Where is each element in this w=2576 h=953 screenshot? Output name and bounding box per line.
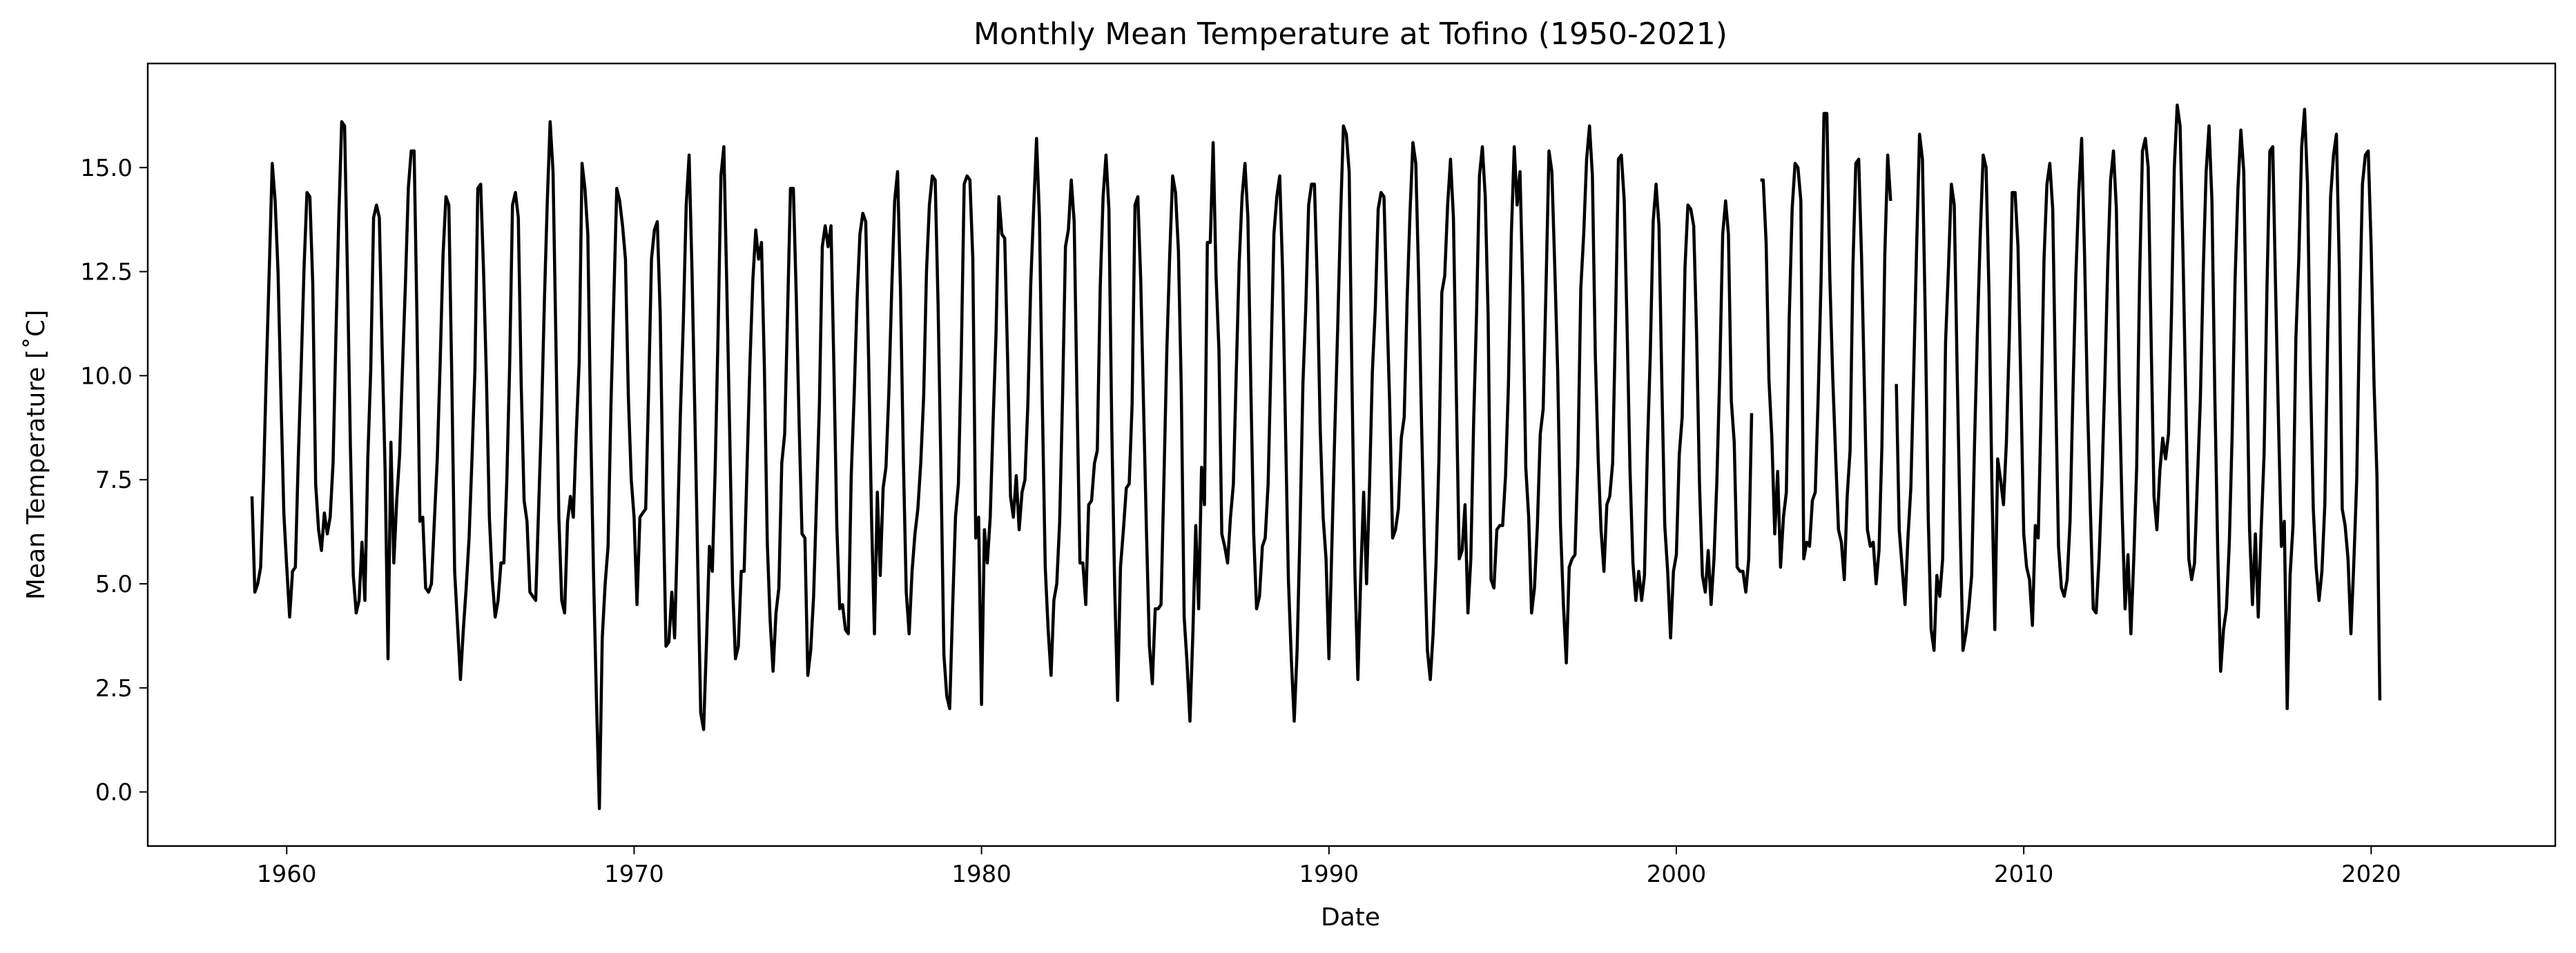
x-tick-label: 1990 — [1299, 861, 1359, 888]
x-tick-label: 1970 — [604, 861, 664, 888]
plot-frame — [146, 62, 2557, 847]
y-axis-label: Mean Temperature [˚C] — [22, 310, 50, 600]
y-tick-label: 15.0 — [80, 155, 133, 182]
chart-title: Monthly Mean Temperature at Tofino (1950… — [974, 17, 1727, 52]
y-tick-label: 10.0 — [80, 362, 133, 390]
x-tick-label: 2020 — [2341, 861, 2401, 888]
y-tick-label: 7.5 — [95, 466, 133, 494]
x-tick-label: 2010 — [1994, 861, 2054, 888]
x-tick-label: 1960 — [257, 861, 317, 888]
series-layer — [250, 104, 2382, 810]
x-axis: 1960 1970 1980 1990 2000 2010 2020 — [257, 846, 2401, 888]
y-tick-label: 5.0 — [95, 571, 133, 598]
series-line-1 — [250, 104, 2382, 810]
y-axis: 0.0 2.5 5.0 7.5 10.0 12.5 15.0 — [80, 155, 148, 807]
x-axis-label: Date — [1321, 903, 1380, 932]
x-tick-label: 1980 — [951, 861, 1011, 888]
x-tick-label: 2000 — [1647, 861, 1707, 888]
y-tick-label: 0.0 — [95, 779, 133, 807]
y-tick-label: 12.5 — [80, 259, 133, 286]
y-tick-label: 2.5 — [95, 675, 133, 703]
